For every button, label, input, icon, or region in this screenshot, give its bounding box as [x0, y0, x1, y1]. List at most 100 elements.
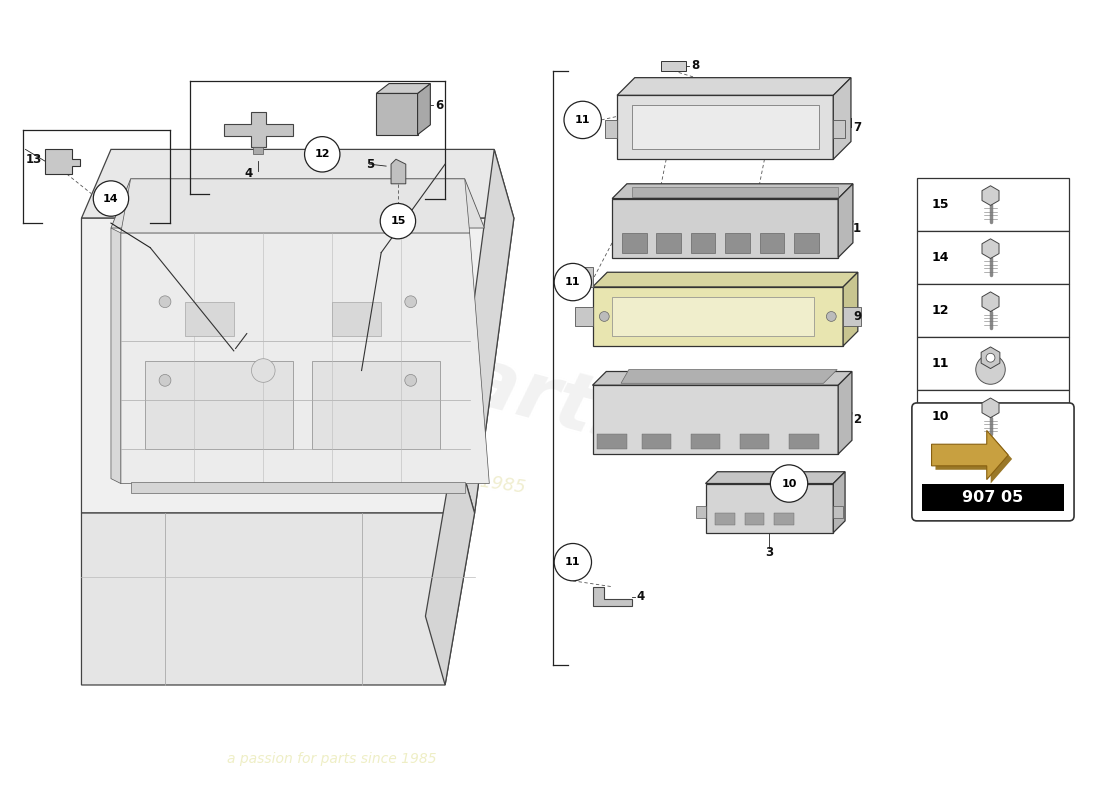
Polygon shape	[982, 186, 999, 206]
Text: 15: 15	[932, 198, 949, 211]
Polygon shape	[982, 292, 999, 311]
Circle shape	[976, 354, 1005, 384]
Bar	[661, 61, 686, 70]
Text: 4: 4	[244, 167, 253, 181]
Bar	[691, 233, 715, 253]
Bar	[834, 506, 843, 518]
Polygon shape	[81, 150, 514, 218]
Text: 11: 11	[932, 357, 949, 370]
Circle shape	[94, 181, 129, 216]
Bar	[705, 483, 834, 533]
Polygon shape	[224, 112, 293, 147]
Bar	[575, 267, 593, 287]
Text: 12: 12	[932, 304, 949, 317]
Text: 14: 14	[103, 194, 119, 203]
Text: 8: 8	[691, 59, 698, 72]
Bar	[613, 198, 838, 258]
Bar	[617, 95, 834, 159]
Circle shape	[381, 203, 416, 239]
Polygon shape	[982, 239, 999, 258]
Text: 13: 13	[25, 153, 42, 166]
Bar	[641, 434, 671, 449]
Bar	[332, 302, 382, 336]
Polygon shape	[376, 83, 430, 94]
Text: 6: 6	[436, 98, 443, 112]
Text: 10: 10	[781, 478, 796, 489]
Bar	[760, 233, 784, 253]
Circle shape	[405, 296, 417, 308]
Bar	[715, 513, 735, 525]
Bar	[922, 483, 1064, 511]
Polygon shape	[45, 150, 79, 174]
Circle shape	[770, 465, 807, 502]
Bar	[834, 120, 845, 138]
Text: 1: 1	[852, 222, 861, 234]
Bar	[916, 178, 1069, 231]
Polygon shape	[932, 430, 1009, 480]
Text: 10: 10	[932, 410, 949, 423]
Circle shape	[305, 137, 340, 172]
Bar	[621, 233, 647, 253]
Bar	[312, 361, 440, 449]
Text: 7: 7	[852, 121, 861, 134]
Polygon shape	[121, 179, 470, 233]
Polygon shape	[593, 371, 851, 386]
Bar	[794, 233, 818, 253]
Text: 11: 11	[565, 277, 581, 287]
Bar	[725, 233, 750, 253]
Text: 14: 14	[932, 251, 949, 264]
Text: 907 05: 907 05	[962, 490, 1024, 505]
Bar	[916, 231, 1069, 284]
Polygon shape	[838, 371, 851, 454]
Bar	[789, 434, 818, 449]
Bar	[695, 506, 705, 518]
Bar	[575, 306, 593, 326]
Bar	[916, 337, 1069, 390]
Text: 15: 15	[390, 216, 406, 226]
Polygon shape	[705, 472, 845, 483]
Polygon shape	[455, 150, 514, 513]
Text: 9: 9	[852, 310, 861, 323]
Polygon shape	[982, 398, 999, 418]
Polygon shape	[121, 233, 490, 483]
Circle shape	[986, 354, 994, 362]
Bar	[631, 105, 818, 150]
Bar	[691, 434, 720, 449]
Bar	[593, 386, 838, 454]
Polygon shape	[593, 272, 858, 287]
Bar	[593, 287, 843, 346]
Polygon shape	[981, 347, 1000, 369]
Polygon shape	[935, 434, 1012, 483]
Polygon shape	[426, 444, 474, 685]
Polygon shape	[418, 83, 430, 134]
Bar	[613, 297, 814, 336]
Circle shape	[554, 263, 592, 301]
Bar	[745, 513, 764, 525]
Text: 11: 11	[565, 557, 581, 567]
Text: 11: 11	[575, 115, 591, 125]
Polygon shape	[390, 159, 406, 184]
Polygon shape	[621, 370, 837, 383]
Text: 3: 3	[766, 546, 773, 559]
Bar	[145, 361, 293, 449]
Text: 12: 12	[315, 150, 330, 159]
Bar	[916, 284, 1069, 337]
Text: electricparts: electricparts	[73, 238, 650, 463]
Bar	[631, 186, 838, 197]
Polygon shape	[838, 184, 853, 258]
Polygon shape	[81, 218, 514, 513]
Bar	[253, 147, 263, 154]
Polygon shape	[613, 184, 852, 198]
Circle shape	[554, 543, 592, 581]
Circle shape	[160, 374, 170, 386]
Bar	[916, 390, 1069, 443]
Text: 5: 5	[366, 158, 375, 170]
Circle shape	[405, 374, 417, 386]
Bar	[657, 233, 681, 253]
Text: 4: 4	[637, 590, 645, 603]
Text: 2: 2	[852, 413, 861, 426]
Bar	[597, 434, 627, 449]
FancyBboxPatch shape	[912, 403, 1074, 521]
Polygon shape	[593, 586, 631, 606]
Bar	[774, 513, 794, 525]
